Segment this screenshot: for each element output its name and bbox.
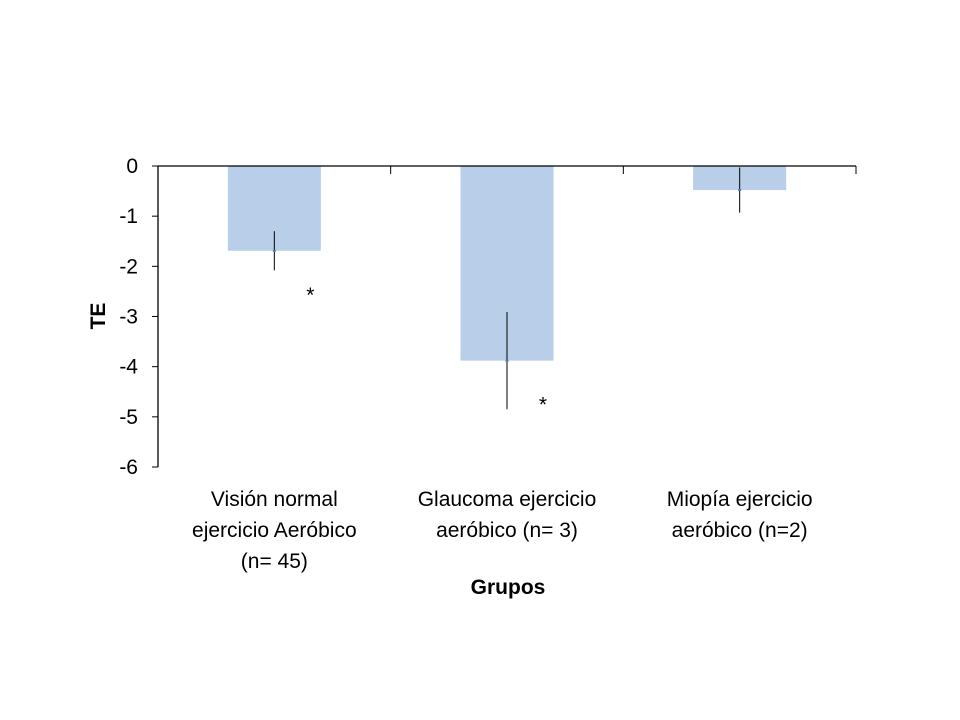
category-label: (n= 45) bbox=[241, 550, 308, 573]
category-label: Glaucoma ejercicio bbox=[418, 488, 597, 511]
y-tick-label: -2 bbox=[119, 255, 138, 278]
bar-marker bbox=[738, 189, 742, 192]
bar-marker bbox=[272, 249, 276, 252]
y-tick-label: -4 bbox=[119, 356, 138, 379]
y-tick-label: -3 bbox=[119, 306, 138, 329]
x-axis-title: Grupos bbox=[471, 576, 546, 599]
significance-asterisk: * bbox=[306, 284, 314, 307]
category-label: aeróbico (n=2) bbox=[672, 519, 808, 542]
y-tick-label: 0 bbox=[126, 155, 138, 178]
category-label: ejercicio Aeróbico bbox=[192, 519, 357, 542]
category-label: aeróbico (n= 3) bbox=[436, 519, 578, 542]
y-axis-title: TE bbox=[87, 303, 110, 330]
category-label: Visión normal bbox=[211, 488, 338, 511]
bar-marker bbox=[505, 359, 509, 362]
significance-asterisk: * bbox=[539, 394, 547, 417]
y-tick-label: -5 bbox=[119, 406, 138, 429]
y-tick-label: -1 bbox=[119, 205, 138, 228]
y-tick-label: -6 bbox=[119, 456, 138, 479]
category-label: Miopía ejercicio bbox=[667, 488, 813, 511]
